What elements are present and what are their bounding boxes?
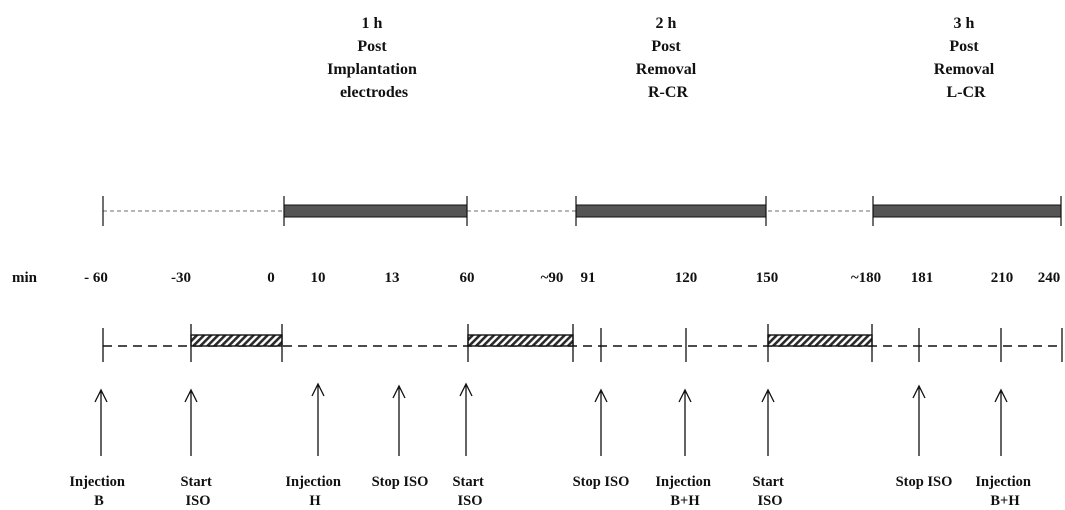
event-label: Injection B+H: [975, 474, 1034, 509]
event-label: Stop ISO: [573, 474, 630, 490]
tick-label: 210: [991, 270, 1014, 286]
tick-label: 0: [267, 270, 275, 286]
iso-bar-3: [767, 334, 873, 347]
up-arrow-icon: [594, 388, 608, 456]
tick-label: ~90: [541, 270, 564, 286]
tick-label: 13: [385, 270, 400, 286]
axis-unit-label: min: [12, 270, 38, 286]
tick-label: 60: [460, 270, 475, 286]
recording-bar-2: [575, 204, 767, 218]
period-header-2: 2 h Post Removal R-CR: [636, 15, 700, 101]
up-arrow-icon: [459, 382, 473, 456]
event-label: Injection B+H: [655, 474, 714, 509]
iso-timeline: [102, 324, 1063, 362]
tick-label: 120: [675, 270, 698, 286]
event-arrows: [94, 382, 1008, 456]
event-label: Start ISO: [752, 474, 787, 509]
period-header-3: 3 h Post Removal L-CR: [934, 15, 998, 101]
up-arrow-icon: [912, 384, 926, 456]
tick-label: 150: [756, 270, 779, 286]
iso-bar-2: [467, 334, 574, 347]
tick-label: 181: [911, 270, 934, 286]
period-header-1: 1 h Post Implantation electrodes: [327, 15, 421, 101]
up-arrow-icon: [94, 388, 108, 456]
tick-label: -30: [171, 270, 191, 286]
recording-bar-1: [283, 204, 468, 218]
event-label: Stop ISO: [372, 474, 429, 490]
tick-label: 10: [311, 270, 326, 286]
up-arrow-icon: [311, 382, 325, 456]
tick-label: ~180: [851, 270, 881, 286]
up-arrow-icon: [392, 384, 406, 456]
recording-timeline: [102, 196, 1062, 226]
event-label: Start ISO: [452, 474, 487, 509]
event-label: Injection B: [69, 474, 128, 509]
event-label: Start ISO: [180, 474, 215, 509]
tick-label: 91: [581, 270, 596, 286]
up-arrow-icon: [678, 388, 692, 456]
up-arrow-icon: [994, 388, 1008, 456]
event-label: Injection H: [285, 474, 344, 509]
recording-bar-3: [872, 204, 1062, 218]
up-arrow-icon: [761, 388, 775, 456]
event-label: Stop ISO: [896, 474, 953, 490]
up-arrow-icon: [184, 388, 198, 456]
iso-bar-1: [190, 334, 283, 347]
tick-label: - 60: [84, 270, 108, 286]
tick-label: 240: [1038, 270, 1061, 286]
